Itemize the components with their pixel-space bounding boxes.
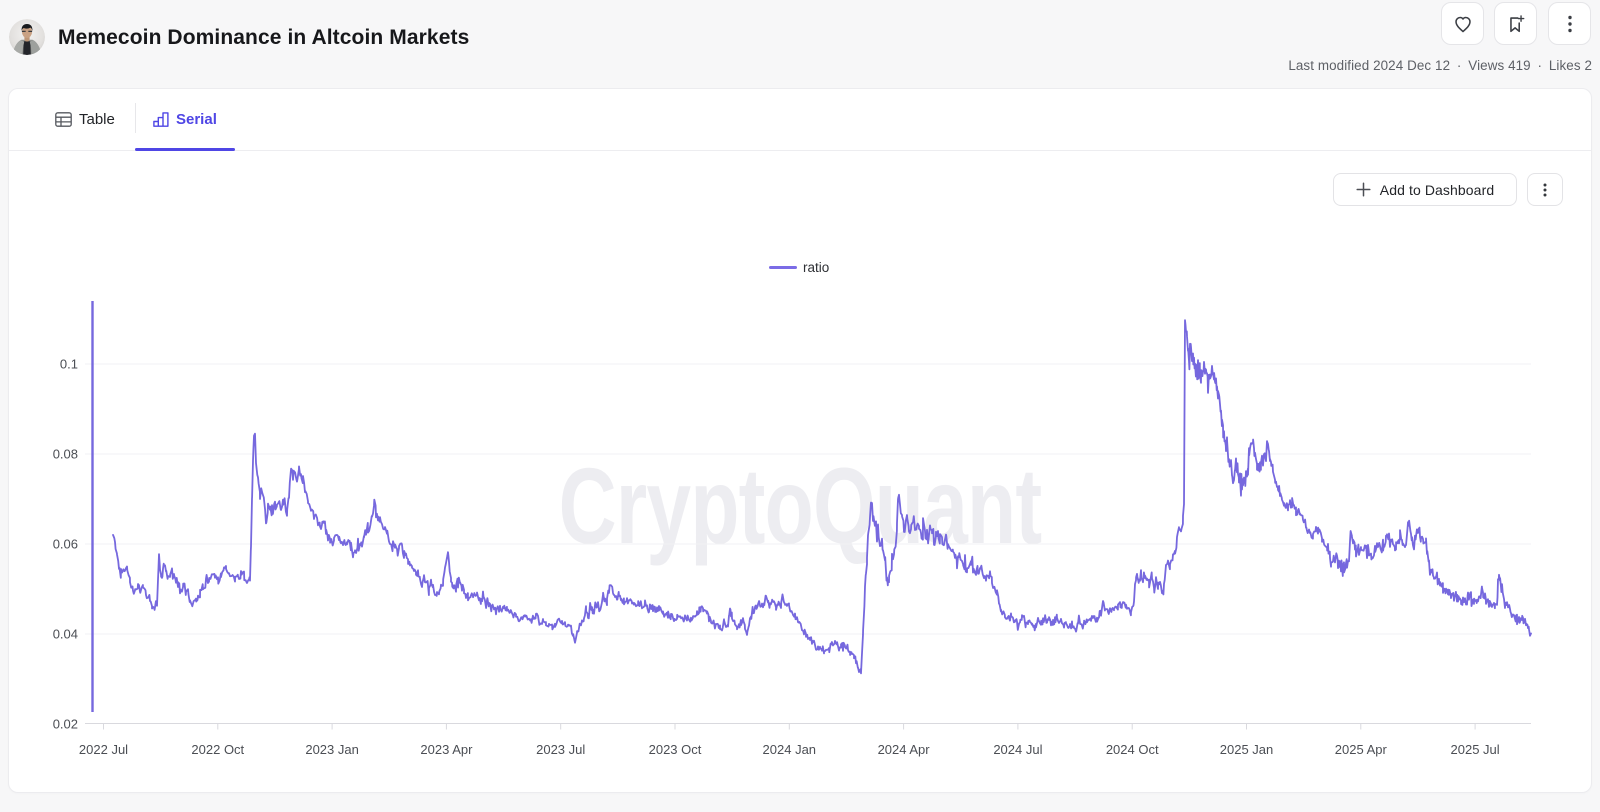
svg-text:2025 Apr: 2025 Apr [1335, 742, 1388, 757]
svg-text:2025 Jan: 2025 Jan [1220, 742, 1274, 757]
svg-text:2023 Oct: 2023 Oct [649, 742, 702, 757]
svg-text:2023 Jul: 2023 Jul [536, 742, 585, 757]
svg-text:2023 Jan: 2023 Jan [305, 742, 359, 757]
svg-text:0.1: 0.1 [60, 357, 78, 372]
svg-text:2025 Jul: 2025 Jul [1451, 742, 1500, 757]
svg-text:2022 Jul: 2022 Jul [79, 742, 128, 757]
svg-text:0.06: 0.06 [53, 537, 78, 552]
svg-text:2024 Jul: 2024 Jul [993, 742, 1042, 757]
svg-text:2023 Apr: 2023 Apr [420, 742, 473, 757]
svg-text:0.02: 0.02 [53, 717, 78, 732]
svg-text:2024 Apr: 2024 Apr [878, 742, 931, 757]
svg-text:2024 Oct: 2024 Oct [1106, 742, 1159, 757]
svg-text:0.04: 0.04 [53, 627, 78, 642]
svg-text:2024 Jan: 2024 Jan [763, 742, 817, 757]
svg-text:2022 Oct: 2022 Oct [191, 742, 244, 757]
svg-text:0.08: 0.08 [53, 447, 78, 462]
